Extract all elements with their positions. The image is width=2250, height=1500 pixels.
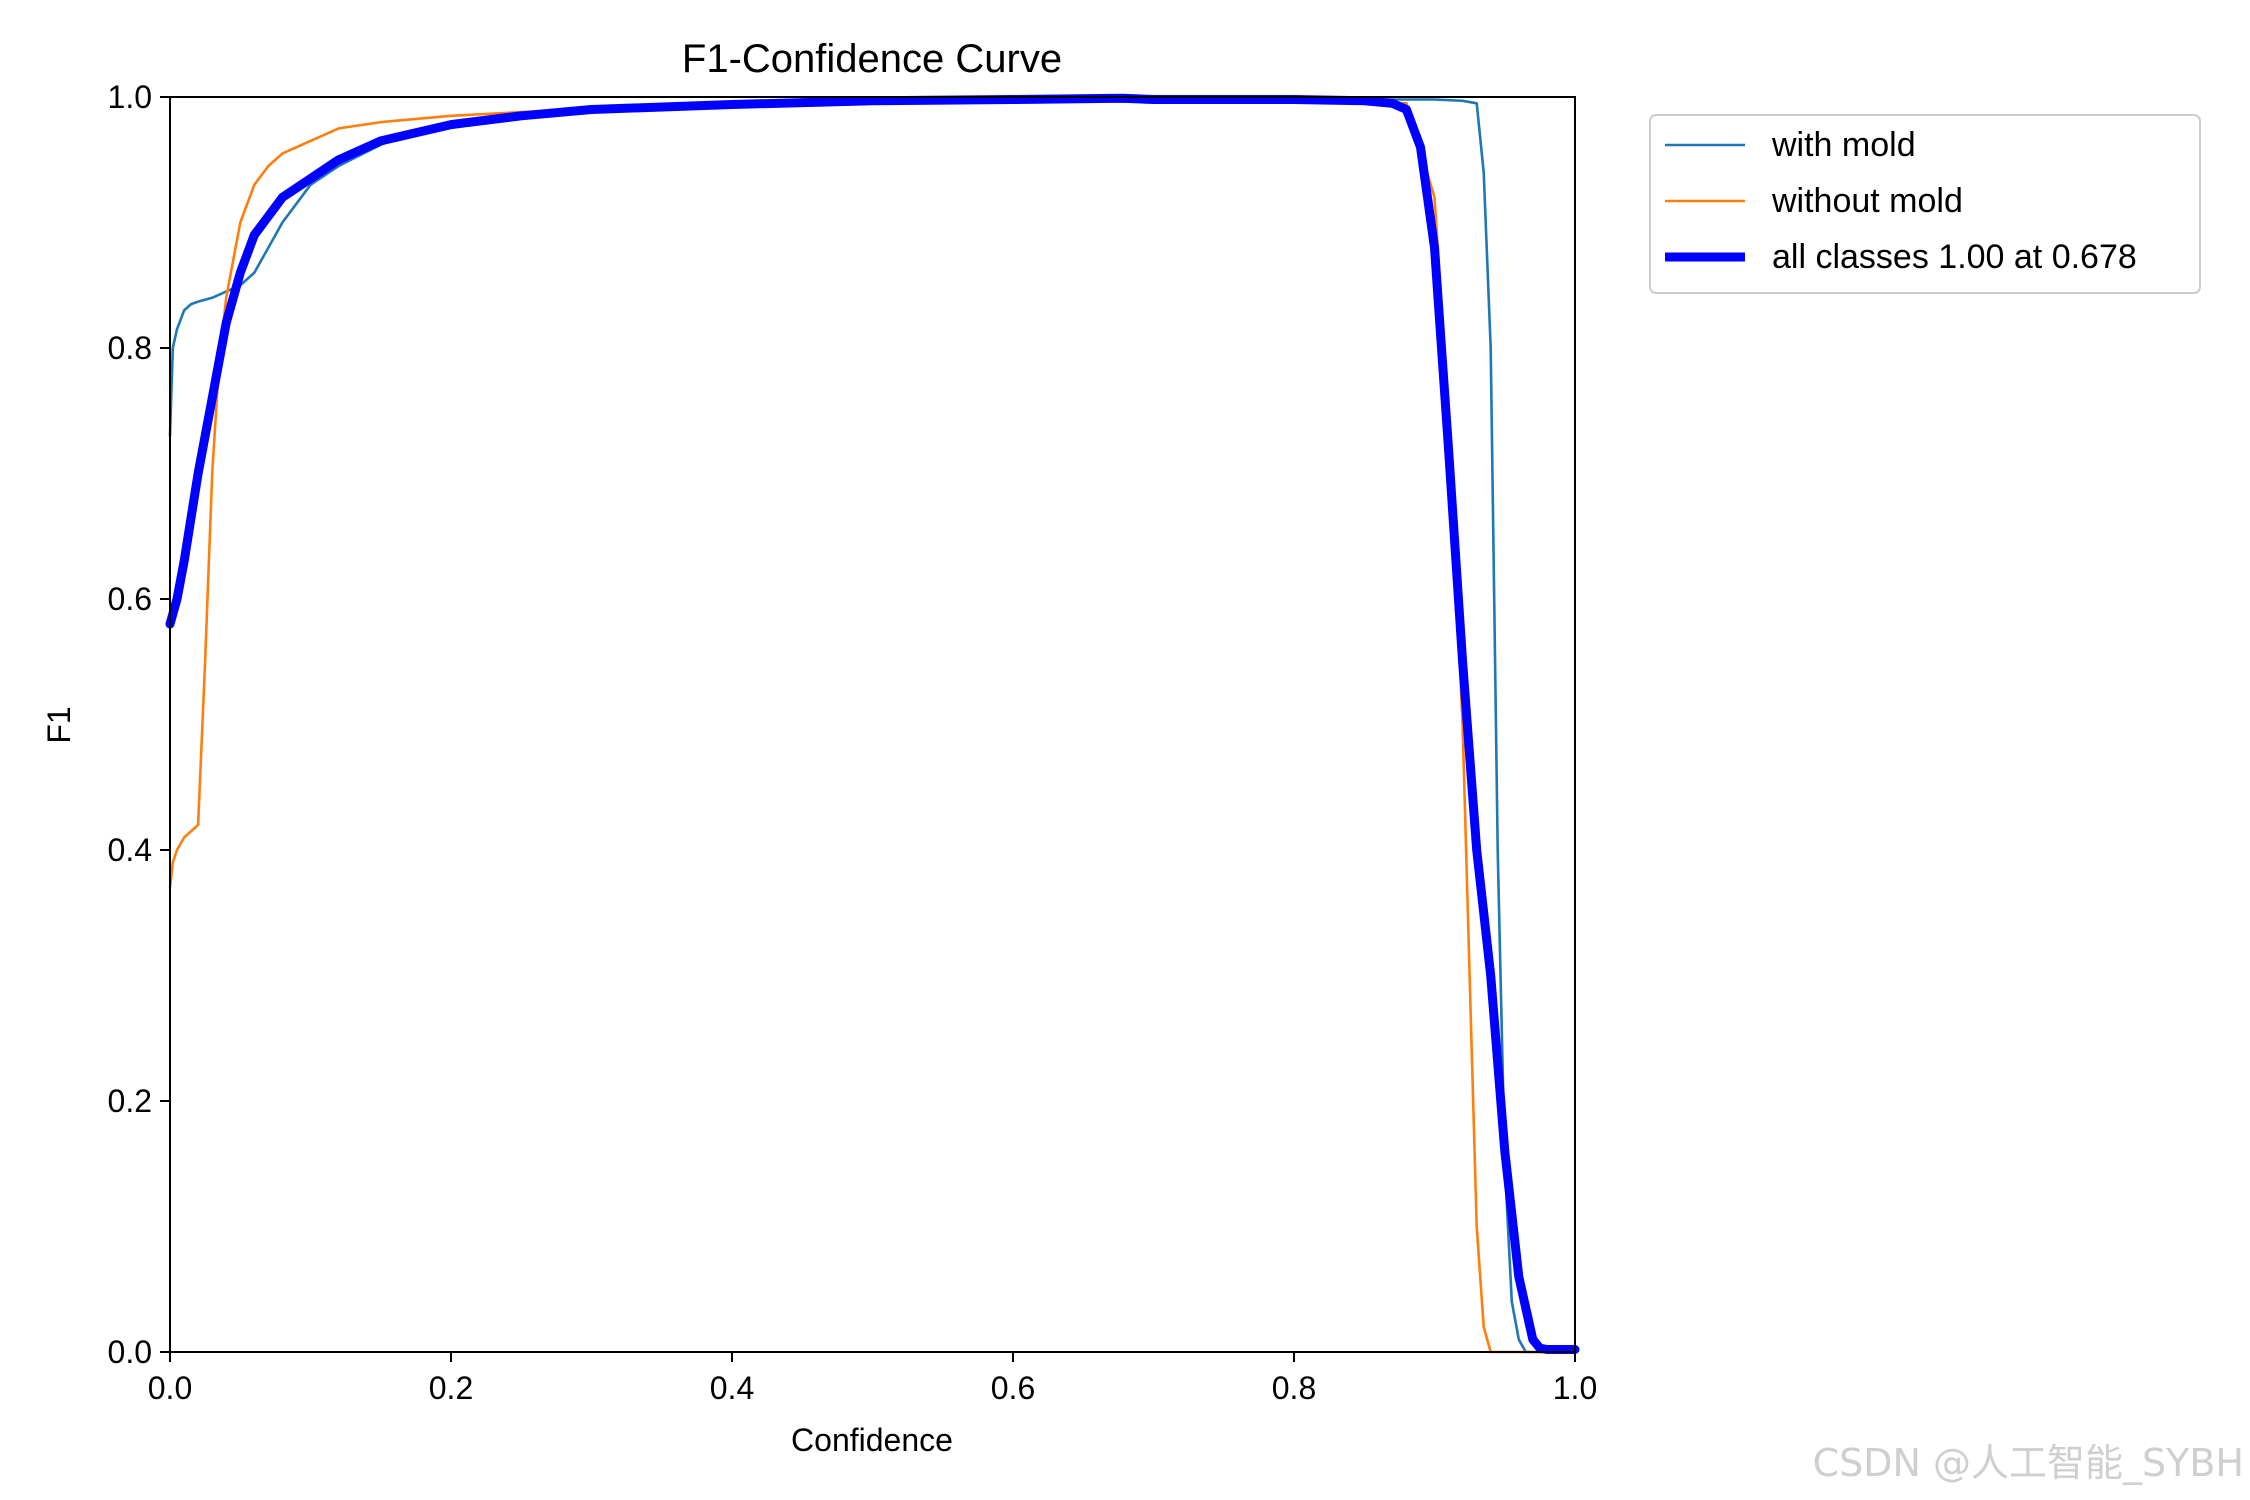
legend-entries: with mold without mold all classes 1.00 at…	[1665, 126, 2137, 276]
legend-box	[1649, 114, 2201, 294]
y-tick-label: 0.8	[108, 330, 152, 366]
series-line-2	[168, 98, 1577, 1354]
legend-label-3: all classes 1.00 at 0.678	[1772, 238, 2137, 276]
y-axis-ticks: 0.0 0.2 0.4 0.6 0.8 1.0	[108, 79, 170, 1370]
x-axis-label: Confidence	[791, 1422, 953, 1458]
legend-label-1: with mold	[1771, 126, 1916, 164]
plot-frame	[169, 96, 1576, 1353]
x-tick-label: 0.0	[148, 1370, 192, 1406]
y-tick-label: 0.6	[108, 581, 152, 617]
y-axis-label: F1	[41, 706, 77, 743]
watermark-text: CSDN @人工智能_SYBH	[1812, 1441, 2244, 1485]
x-axis-ticks: 0.0 0.2 0.4 0.6 0.8 1.0	[148, 1352, 1597, 1406]
legend-label-2: without mold	[1771, 182, 1963, 220]
legend: with mold without mold all classes 1.00 at…	[1649, 114, 2201, 294]
x-tick-label: 0.6	[991, 1370, 1035, 1406]
series-line-3	[165, 93, 1580, 1354]
x-tick-label: 0.4	[710, 1370, 754, 1406]
y-tick-label: 0.4	[108, 832, 152, 868]
x-tick-label: 0.2	[429, 1370, 473, 1406]
x-tick-label: 0.8	[1272, 1370, 1316, 1406]
y-tick-label: 1.0	[108, 79, 152, 115]
y-tick-label: 0.0	[108, 1334, 152, 1370]
y-tick-label: 0.2	[108, 1083, 152, 1119]
x-tick-label: 1.0	[1553, 1370, 1597, 1406]
plot-lines	[165, 93, 1580, 1354]
chart-title: F1-Confidence Curve	[682, 37, 1062, 81]
